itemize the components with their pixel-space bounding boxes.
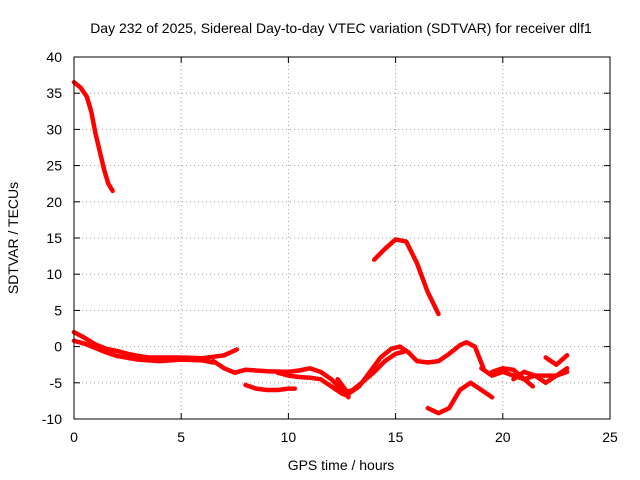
data-series: [71, 80, 570, 416]
y-tick-label: 5: [54, 302, 62, 318]
x-tick-label: 0: [70, 429, 78, 445]
x-tick-label: 5: [177, 429, 185, 445]
y-tick-label: 20: [46, 194, 62, 210]
y-tick-label: 35: [46, 85, 62, 101]
series-arc-1: [71, 80, 115, 194]
y-tick-label: 25: [46, 158, 62, 174]
x-tick-label: 15: [388, 429, 404, 445]
y-tick-label: 40: [46, 49, 62, 65]
series-arc-12: [489, 366, 536, 389]
series-arc-8: [339, 348, 409, 396]
y-tick-label: -5: [50, 375, 63, 391]
series-arc-9: [371, 237, 441, 317]
x-tick-label: 20: [495, 429, 511, 445]
axis-ticks: 0 5 10 15 20 25 -10 -5 0 5 10 15 20 25 30 35 40: [42, 49, 618, 445]
series-arc-5: [243, 382, 298, 393]
y-tick-label: -10: [42, 411, 62, 427]
series-arc-13: [511, 369, 570, 386]
x-tick-label: 10: [281, 429, 297, 445]
y-tick-label: 30: [46, 121, 62, 137]
series-arc-4: [211, 358, 351, 400]
series-arc-14: [543, 353, 570, 367]
grid: [74, 57, 610, 419]
y-axis-label: SDTVAR / TECUs: [5, 182, 21, 294]
y-tick-label: 10: [46, 266, 62, 282]
x-axis-label: GPS time / hours: [288, 457, 395, 473]
series-arc-10: [425, 380, 495, 416]
series-arc-3: [71, 338, 216, 365]
y-tick-label: 0: [54, 339, 62, 355]
series-arc-2: [71, 329, 240, 361]
x-tick-label: 25: [602, 429, 618, 445]
y-tick-label: 15: [46, 230, 62, 246]
chart-title: Day 232 of 2025, Sidereal Day-to-day VTE…: [90, 20, 592, 36]
